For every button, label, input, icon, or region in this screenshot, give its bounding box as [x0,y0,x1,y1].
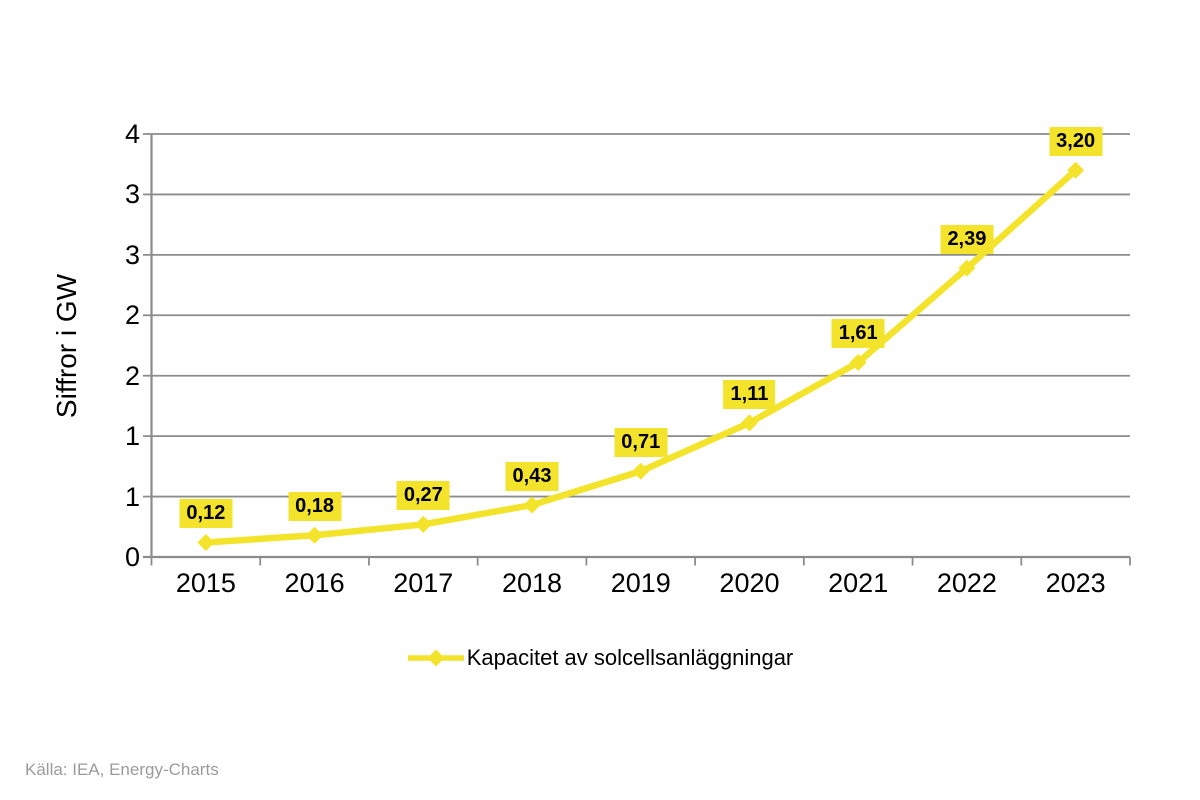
data-point-marker [1067,161,1085,179]
data-point-marker [632,462,650,480]
x-tick-label: 2021 [828,568,889,598]
data-point-marker [414,515,432,533]
y-tick-label: 3 [124,179,140,210]
data-point-marker [197,533,215,551]
x-tick-label: 2019 [610,568,671,598]
data-point-marker [849,353,867,371]
data-label: 2,39 [940,225,994,255]
y-tick-label: 3 [124,239,140,270]
y-tick-label: 0 [124,542,140,572]
y-tick-label: 2 [124,300,140,331]
x-tick-label: 2015 [175,568,236,598]
legend: Kapacitet av solcellsanläggningar [0,644,1200,672]
x-tick-label: 2016 [284,568,345,598]
y-tick-label: 1 [124,481,140,512]
data-point-marker [958,259,976,277]
x-tick-label: 2022 [936,568,997,598]
data-point-marker [306,526,324,544]
data-label: 3,20 [1049,127,1103,157]
source-note: Källa: IEA, Energy-Charts [25,760,219,779]
x-tick-label: 2018 [501,568,563,598]
y-tick-label: 4 [124,119,140,149]
data-label: 1,11 [723,379,776,409]
x-tick-label: 2020 [719,568,780,598]
x-tick-label: 2017 [393,568,454,598]
y-axis-title: Siffror i GW [51,273,82,419]
legend-label: Kapacitet av solcellsanläggningar [466,645,794,670]
legend-line-marker-icon [407,649,464,667]
data-label: 0,18 [288,492,342,522]
y-tick-label: 2 [124,360,140,391]
x-tick-label: 2023 [1045,568,1106,598]
y-tick-label: 1 [124,421,140,452]
data-label: 0,71 [614,428,668,458]
data-point-marker [740,414,758,432]
data-label: 1,61 [831,319,885,349]
data-label: 0,27 [396,481,450,511]
data-label: 0,43 [505,462,559,492]
data-point-marker [523,496,541,514]
data-label: 0,12 [179,499,233,529]
